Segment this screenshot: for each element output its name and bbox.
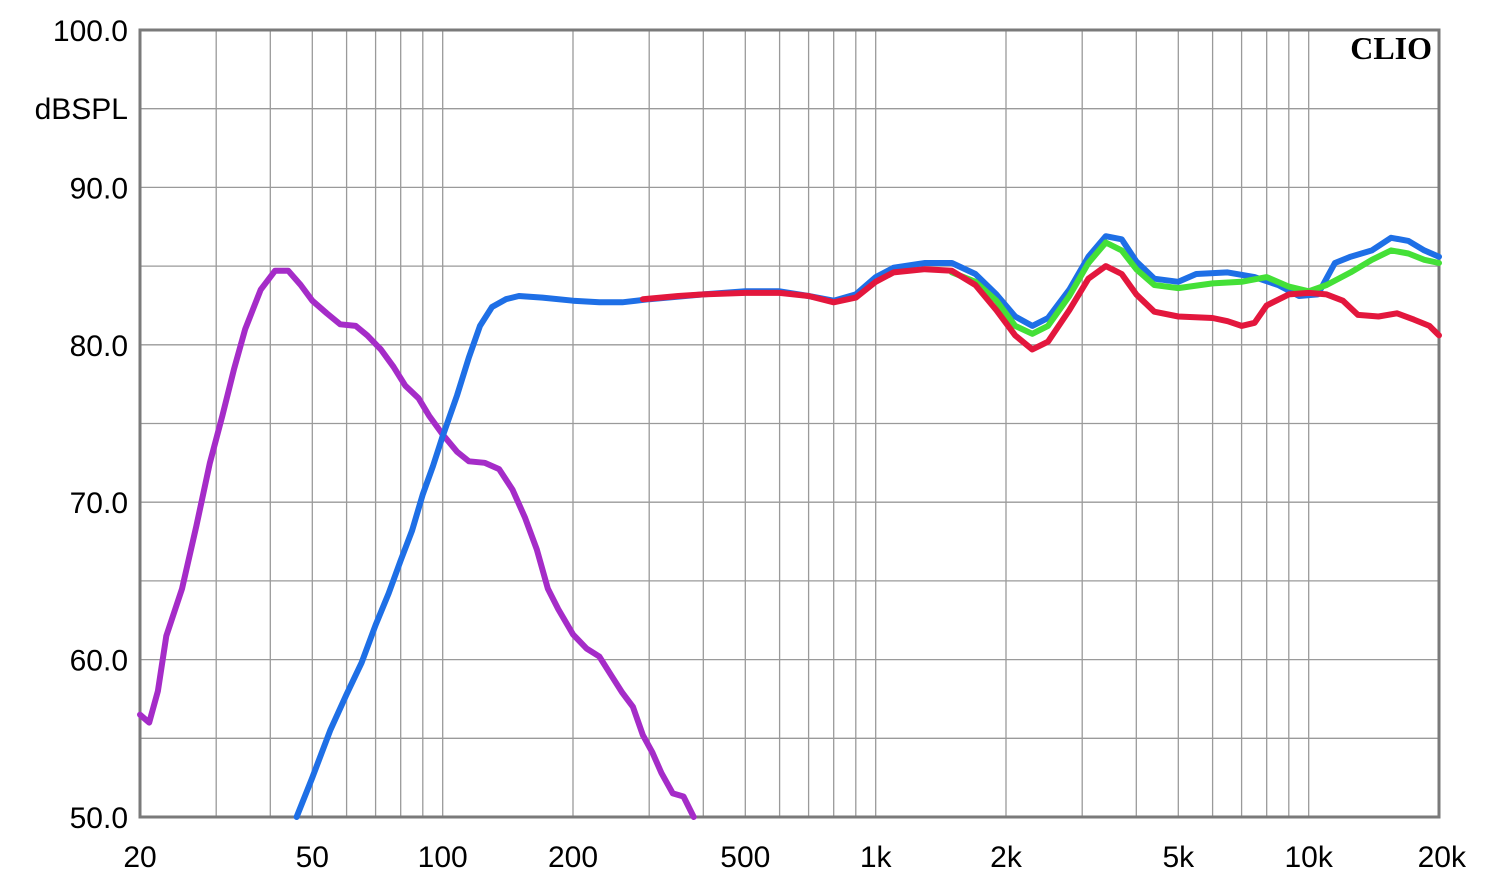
x-tick-label: 10k: [1285, 841, 1334, 874]
y-tick-label: 50.0: [70, 802, 128, 835]
y-tick-labels: 100.0 90.0 80.0 70.0 60.0 50.0: [53, 15, 128, 835]
series-line-3: [948, 239, 1442, 337]
x-tick-label: 20k: [1418, 841, 1467, 874]
y-axis-label: dBSPL: [35, 93, 128, 126]
x-tick-label: 1k: [860, 841, 893, 874]
y-tick-label: 70.0: [70, 487, 128, 520]
plot-frame: [138, 28, 1441, 819]
x-tick-label: 50: [296, 841, 329, 874]
x-tick-label: 2k: [990, 841, 1023, 874]
grid: [140, 30, 1439, 817]
y-tick-label: 100.0: [53, 15, 128, 48]
x-tick-label: 20: [123, 841, 156, 874]
series-line-1: [137, 267, 697, 820]
series-line-2: [293, 233, 1442, 820]
brand-label: CLIO: [1350, 30, 1432, 66]
series-group: [137, 233, 1442, 820]
y-tick-label: 90.0: [70, 172, 128, 205]
x-tick-label: 5k: [1162, 841, 1195, 874]
y-tick-label: 60.0: [70, 645, 128, 678]
x-tick-label: 500: [720, 841, 770, 874]
series-line-4: [639, 263, 1442, 353]
x-tick-labels: 20 50 100 200 500 1k 2k 5k 10k 20k: [123, 841, 1467, 874]
x-tick-label: 100: [418, 841, 468, 874]
x-tick-label: 200: [548, 841, 598, 874]
y-tick-label: 80.0: [70, 330, 128, 363]
